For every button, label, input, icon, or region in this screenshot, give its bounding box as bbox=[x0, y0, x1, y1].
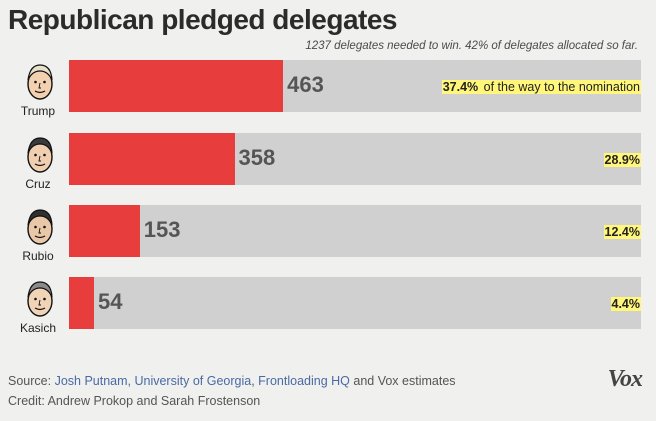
bar-track: 358 28.9% bbox=[69, 133, 641, 185]
bar-track: 54 4.4% bbox=[69, 277, 641, 329]
bar-value-label: 54 bbox=[97, 289, 123, 314]
chart-subtitle: 1237 delegates needed to win. 42% of del… bbox=[305, 40, 638, 52]
percent-label: 37.4% of the way to the nomination bbox=[441, 80, 641, 94]
percent-label: 12.4% bbox=[603, 225, 641, 239]
vox-logo: Vox bbox=[607, 366, 643, 392]
chart-title: Republican pledged delegates bbox=[8, 4, 397, 35]
source-link-putnam[interactable]: Josh Putnam, University of Georgia bbox=[54, 374, 252, 388]
bar-fill-rubio bbox=[69, 205, 140, 257]
bar-row-cruz: Cruz 358 28.9% bbox=[0, 133, 656, 203]
candidate-portrait-icon bbox=[27, 209, 53, 245]
bar-fill-cruz bbox=[69, 133, 235, 185]
source-link-frontloading[interactable]: Frontloading HQ bbox=[258, 374, 350, 388]
bar-row-kasich: Kasich 54 4.4% bbox=[0, 277, 656, 347]
candidate-portrait-icon bbox=[27, 281, 53, 317]
candidate-portrait-icon bbox=[27, 137, 53, 173]
candidate-name-label: Kasich bbox=[19, 321, 57, 335]
percent-value: 4.4% bbox=[610, 297, 641, 311]
source-line: Source: Josh Putnam, University of Georg… bbox=[8, 374, 456, 388]
credit-line: Credit: Andrew Prokop and Sarah Frostens… bbox=[8, 394, 261, 408]
percent-value: 37.4% bbox=[441, 80, 480, 94]
candidate-portrait-icon bbox=[27, 64, 53, 100]
percent-note: of the way to the nomination bbox=[479, 80, 641, 94]
candidate-name-label: Rubio bbox=[22, 249, 54, 263]
bar-value-label: 463 bbox=[287, 72, 324, 97]
bar-fill-kasich bbox=[69, 277, 94, 329]
percent-value: 12.4% bbox=[603, 225, 641, 239]
candidate-name-label: Trump bbox=[20, 104, 56, 118]
bar-fill-trump bbox=[69, 60, 284, 112]
bar-value-label: 153 bbox=[143, 217, 181, 242]
source-tail: and Vox estimates bbox=[353, 374, 456, 388]
candidate-name-label: Cruz bbox=[25, 177, 51, 191]
bar-value-label: 358 bbox=[238, 145, 276, 170]
percent-label: 4.4% bbox=[610, 297, 641, 311]
source-label: Source: bbox=[8, 374, 52, 388]
percent-value: 28.9% bbox=[603, 153, 641, 167]
bar-row-rubio: Rubio 153 12.4% bbox=[0, 205, 656, 275]
bar-track: 153 12.4% bbox=[69, 205, 641, 257]
bar-track: 463 37.4% of the way to the nomination bbox=[69, 60, 641, 112]
percent-label: 28.9% bbox=[603, 153, 641, 167]
bar-row-trump: Trump 463 37.4% of the way to the nominati… bbox=[0, 60, 656, 130]
source-sep: , bbox=[251, 374, 255, 388]
